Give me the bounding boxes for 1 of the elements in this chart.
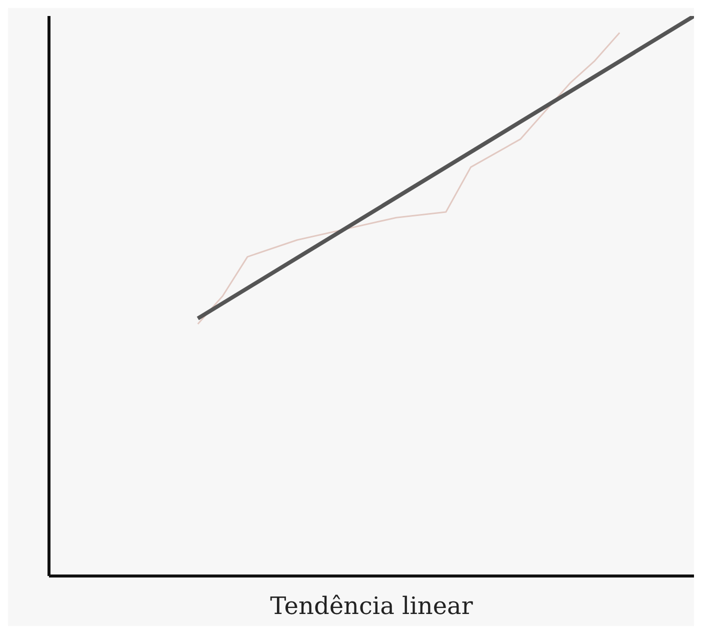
x-axis-title: Tendência linear: [270, 592, 474, 620]
